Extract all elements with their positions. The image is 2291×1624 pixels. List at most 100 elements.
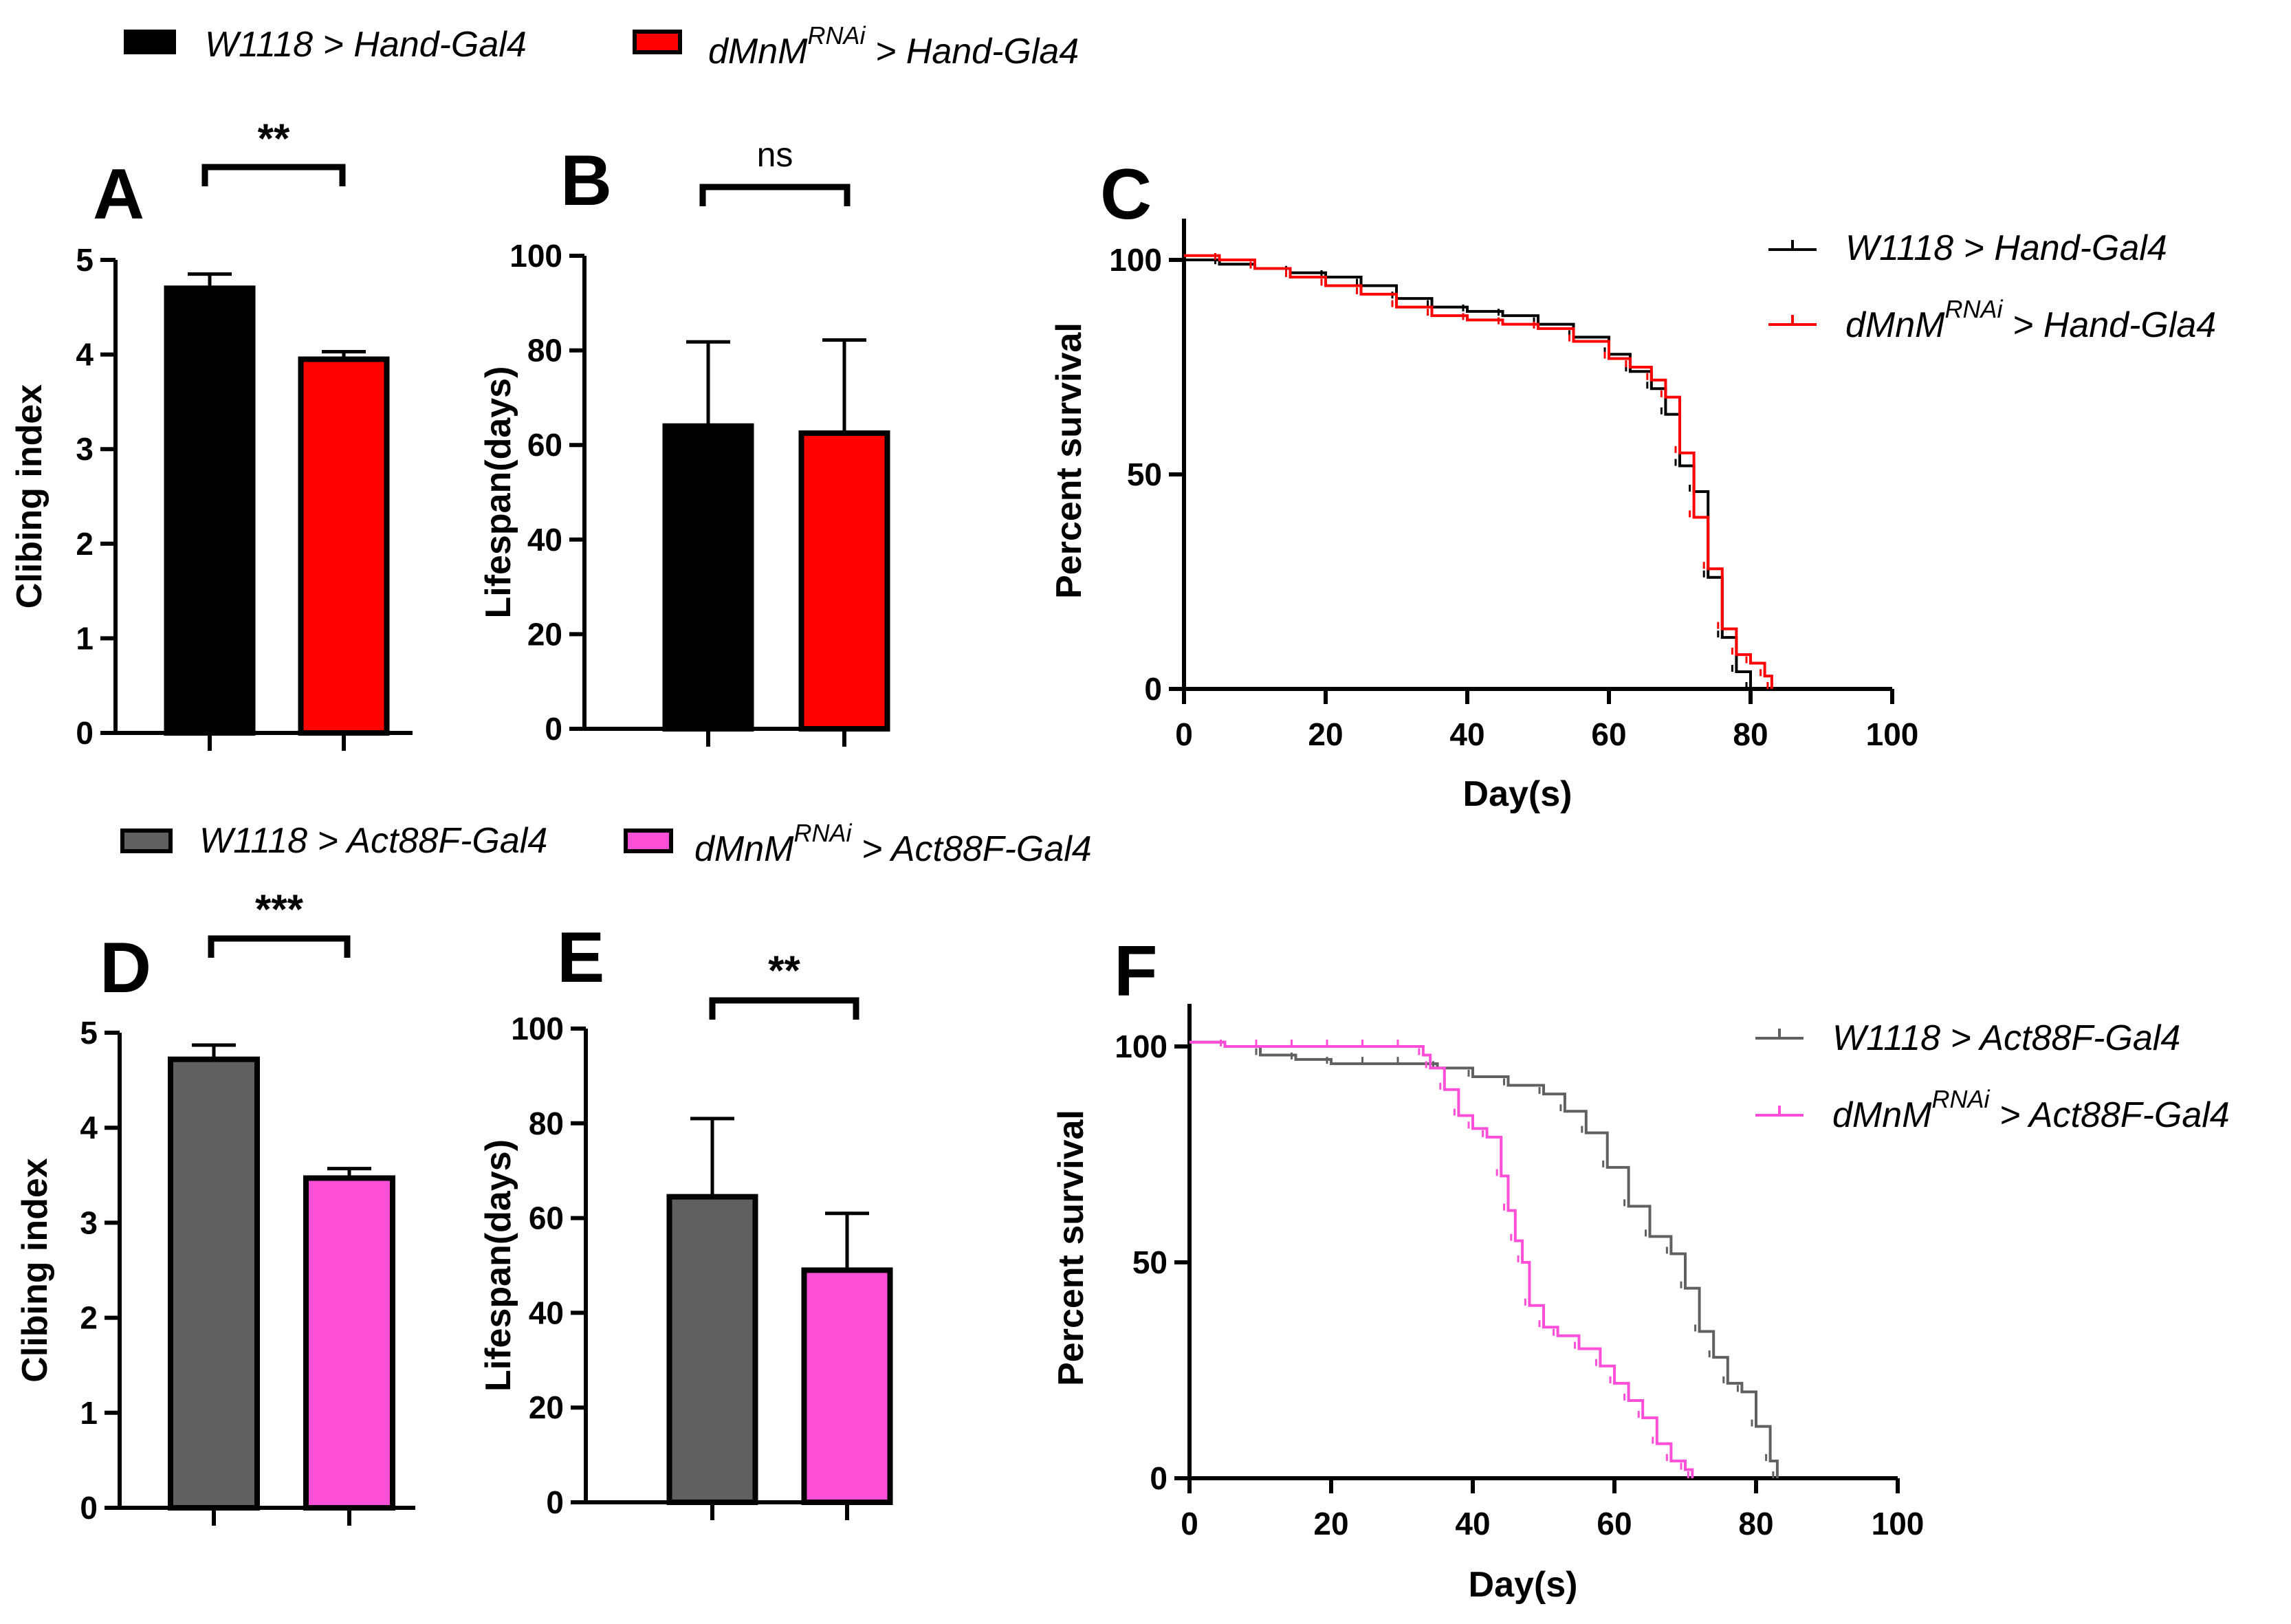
- bar-1: [666, 1194, 758, 1505]
- y-tick-label: 80: [529, 1106, 564, 1141]
- y-tick-label: 4: [76, 337, 94, 373]
- y-tick-label: 0: [1144, 671, 1162, 707]
- bar-2: [298, 356, 390, 736]
- legend-bottom-item-1: W1118 > Act88F-Gal4: [120, 821, 547, 861]
- legend-label-1: W1118 > Hand-Gal4: [1845, 228, 2167, 268]
- y-tick-label: 4: [80, 1110, 98, 1145]
- survival-curve-2: [1184, 254, 1773, 689]
- y-axis-label: Clibing index: [10, 384, 50, 609]
- y-tick-label: 40: [527, 522, 562, 558]
- legend-label-1: W1118 > Act88F-Gal4: [1832, 1018, 2180, 1058]
- panel-label-a: A: [93, 155, 144, 234]
- bar-1: [164, 285, 256, 736]
- y-tick-label: 40: [529, 1295, 564, 1330]
- x-tick-label: 40: [1455, 1506, 1490, 1541]
- x-tick-label: 80: [1738, 1506, 1773, 1541]
- legend-bottom-label-1: W1118 > Act88F-Gal4: [199, 821, 547, 861]
- legend-top-swatch-1: [124, 30, 176, 54]
- y-tick-label: 20: [527, 616, 562, 652]
- y-tick-label: 100: [1109, 242, 1162, 278]
- y-tick-label: 20: [529, 1390, 564, 1425]
- y-axis-label: Lifespan(days): [479, 1139, 518, 1392]
- significance-bracket: [208, 935, 351, 958]
- legend-bottom-item-2: dMnMRNAi > Act88F-Gal4: [624, 819, 1092, 869]
- y-tick-label: 100: [511, 1011, 564, 1046]
- y-tick-label: 1: [80, 1395, 98, 1431]
- y-tick-label: 0: [545, 711, 562, 747]
- legend-bottom: W1118 > Act88F-Gal4 dMnMRNAi > Act88F-Ga…: [120, 819, 1092, 869]
- legend-label-2: dMnMRNAi > Act88F-Gal4: [1832, 1085, 2230, 1135]
- panel-label-f: F: [1114, 932, 1158, 1011]
- x-tick-label: 60: [1597, 1506, 1632, 1541]
- y-tick-label: 3: [76, 431, 94, 467]
- x-tick-label: 60: [1591, 716, 1626, 752]
- y-tick-label: 60: [527, 427, 562, 463]
- x-tick-label: 0: [1175, 716, 1193, 752]
- legend-top-item-1: W1118 > Hand-Gal4: [124, 25, 527, 65]
- y-tick-label: 100: [1115, 1029, 1168, 1064]
- panel-a: A 0 1 2 3 4 5 Clibing index **: [10, 116, 413, 751]
- significance-label: **: [258, 116, 290, 162]
- y-axis-label: Clibing index: [15, 1158, 55, 1383]
- significance-bracket: [699, 184, 851, 206]
- y-tick-label: 0: [1150, 1460, 1168, 1496]
- bar-1: [168, 1056, 260, 1511]
- legend-top-label-2: dMnMRNAi > Hand-Gla4: [708, 21, 1079, 72]
- bar-2: [801, 1267, 893, 1505]
- significance-label: **: [768, 947, 800, 994]
- legend-bottom-swatch-2: [624, 829, 673, 853]
- y-tick-label: 0: [76, 715, 94, 751]
- panel-label-b: B: [560, 141, 612, 221]
- y-tick-label: 1: [76, 620, 94, 656]
- y-tick-label: 2: [76, 526, 94, 562]
- y-tick-label: 100: [509, 238, 562, 274]
- x-tick-label: 100: [1872, 1506, 1925, 1541]
- panel-d: D 0 1 2 3 4 5 Clibing index ***: [15, 886, 415, 1526]
- x-tick-label: 20: [1313, 1506, 1348, 1541]
- panel-label-e: E: [557, 918, 604, 998]
- x-tick-label: 80: [1733, 716, 1768, 752]
- legend-bottom-label-2: dMnMRNAi > Act88F-Gal4: [694, 819, 1092, 869]
- y-tick-label: 50: [1127, 457, 1162, 492]
- bar-2: [303, 1175, 395, 1511]
- y-tick-label: 0: [546, 1484, 564, 1520]
- legend-top-item-2: dMnMRNAi > Hand-Gla4: [633, 21, 1079, 72]
- significance-label: ns: [757, 135, 793, 174]
- y-tick-label: 80: [527, 333, 562, 369]
- panel-b: B 0 20 40 60 80 100 Lifespan(days) ns: [479, 135, 890, 747]
- bar-2: [798, 430, 890, 732]
- significance-bracket: [709, 997, 859, 1020]
- legend-label-2: dMnMRNAi > Hand-Gla4: [1845, 295, 2216, 345]
- legend-top: W1118 > Hand-Gal4 dMnMRNAi > Hand-Gla4: [124, 21, 1079, 72]
- x-axis-label: Day(s): [1469, 1565, 1578, 1605]
- survival-curve-2: [1190, 1040, 1694, 1478]
- legend-top-label-1: W1118 > Hand-Gal4: [205, 25, 527, 65]
- x-tick-label: 40: [1449, 716, 1484, 752]
- panel-label-d: D: [100, 928, 151, 1008]
- x-axis-label: Day(s): [1463, 774, 1572, 814]
- panel-c: C 0 50 100 0 20 40 60 80 100 Day(s) Percent surviva…: [1049, 155, 2216, 814]
- y-axis-label: Lifespan(days): [479, 366, 518, 619]
- x-tick-label: 0: [1181, 1506, 1198, 1541]
- survival-curve-1: [1190, 1040, 1779, 1478]
- y-tick-label: 50: [1132, 1244, 1168, 1280]
- significance-bracket: [201, 164, 346, 186]
- y-axis-label: Percent survival: [1051, 1110, 1091, 1386]
- y-axis-label: Percent survival: [1049, 322, 1089, 599]
- y-tick-label: 5: [76, 242, 94, 278]
- legend-top-swatch-2: [633, 30, 682, 54]
- legend-bottom-swatch-1: [120, 829, 173, 853]
- panel-e: E 0 20 40 60 80 100 Lifespan(days) **: [479, 918, 893, 1520]
- bar-1: [662, 423, 754, 732]
- y-tick-label: 60: [529, 1200, 564, 1236]
- y-tick-label: 5: [80, 1015, 98, 1051]
- y-tick-label: 2: [80, 1300, 98, 1336]
- y-tick-label: 0: [80, 1490, 98, 1526]
- x-tick-label: 100: [1866, 716, 1919, 752]
- significance-label: ***: [255, 886, 304, 932]
- panel-label-c: C: [1100, 155, 1152, 234]
- x-tick-label: 20: [1308, 716, 1343, 752]
- y-tick-label: 3: [80, 1205, 98, 1240]
- panel-f: F 0 50 100 0 20 40 60 80 100 Day(s) Percent surviva…: [1051, 932, 2230, 1605]
